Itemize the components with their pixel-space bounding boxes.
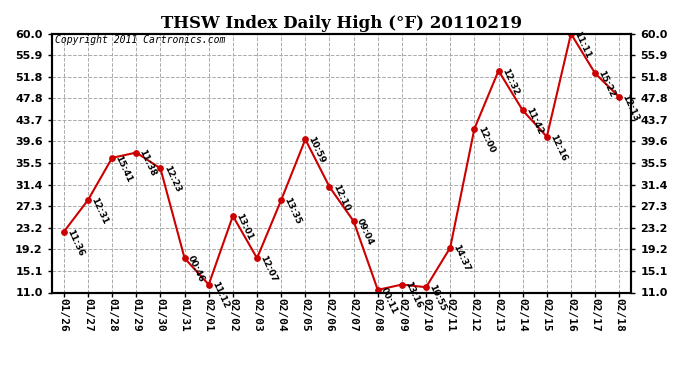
Point [493,68,504,74]
Point [373,287,384,293]
Text: 11:36: 11:36 [66,228,86,257]
Point [469,126,480,132]
Text: 12:07: 12:07 [259,254,279,284]
Text: 13:16: 13:16 [404,280,424,310]
Text: 10:59: 10:59 [307,135,327,165]
Text: 12:10: 12:10 [331,183,351,212]
Point [299,136,310,142]
Text: 15:22: 15:22 [597,69,617,99]
Text: 14:37: 14:37 [452,243,472,273]
Point [518,107,529,113]
Text: 10:55: 10:55 [428,283,448,313]
Text: 12:13: 12:13 [621,93,641,123]
Point [324,184,335,190]
Point [106,155,117,161]
Point [420,284,432,290]
Text: 00:46: 00:46 [186,254,206,284]
Point [228,213,239,219]
Point [614,94,625,100]
Point [203,282,214,288]
Point [348,218,359,224]
Point [542,134,553,140]
Point [589,70,600,76]
Point [83,197,94,203]
Point [396,282,407,288]
Text: 15:41: 15:41 [114,154,134,183]
Point [444,244,455,250]
Text: 11:42: 11:42 [524,106,544,136]
Title: THSW Index Daily High (°F) 20110219: THSW Index Daily High (°F) 20110219 [161,15,522,32]
Text: 12:31: 12:31 [90,196,110,226]
Text: Copyright 2011 Cartronics.com: Copyright 2011 Cartronics.com [55,35,225,45]
Text: 13:01: 13:01 [235,212,255,242]
Point [251,255,262,261]
Point [179,255,190,261]
Text: 13:35: 13:35 [283,196,303,226]
Point [130,150,142,156]
Point [276,197,287,203]
Text: 12:16: 12:16 [549,132,569,162]
Text: 11:38: 11:38 [138,148,158,178]
Text: 11:12: 11:12 [210,280,230,310]
Text: 11:11: 11:11 [573,30,593,59]
Text: 12:00: 12:00 [476,124,496,154]
Text: 12:32: 12:32 [500,66,520,96]
Point [155,165,166,171]
Text: 12:23: 12:23 [162,164,182,194]
Point [58,229,69,235]
Text: 00:11: 00:11 [380,286,400,315]
Point [566,31,577,37]
Text: 09:04: 09:04 [355,217,375,247]
